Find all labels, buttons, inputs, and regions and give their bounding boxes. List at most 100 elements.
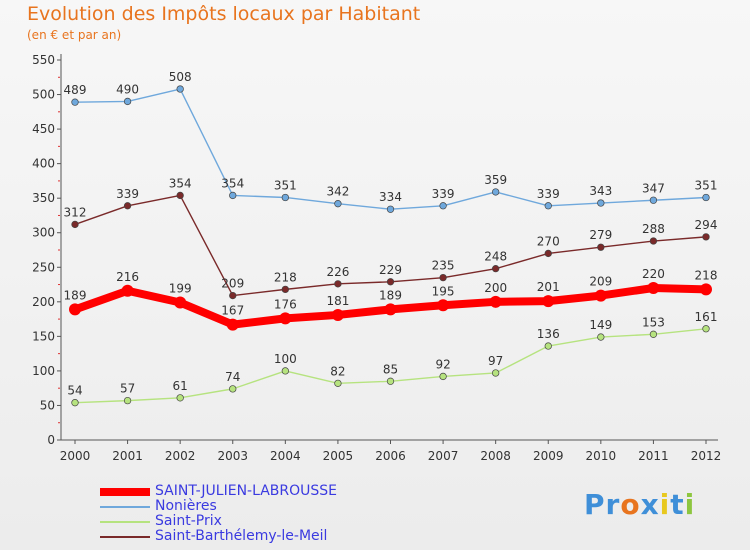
data-label: 235 xyxy=(432,259,455,273)
x-tick-label: 2010 xyxy=(586,449,617,463)
x-tick-label: 2003 xyxy=(217,449,248,463)
data-label: 270 xyxy=(537,234,560,248)
data-point xyxy=(331,308,344,321)
legend-swatch xyxy=(100,506,150,508)
legend-label: Saint-Barthélemy-le-Meil xyxy=(155,528,328,544)
y-tick-label: 150 xyxy=(32,329,55,343)
data-point xyxy=(594,289,607,302)
data-point xyxy=(123,396,132,405)
data-point xyxy=(174,296,187,309)
data-point xyxy=(439,202,447,210)
data-point xyxy=(702,325,710,333)
y-tick-label: 350 xyxy=(32,191,55,205)
logo-letter: x xyxy=(640,488,660,521)
data-label: 489 xyxy=(64,83,87,97)
data-label: 334 xyxy=(379,190,402,204)
data-label: 216 xyxy=(116,270,139,284)
data-point xyxy=(123,97,132,106)
data-point xyxy=(281,285,289,294)
data-point xyxy=(544,249,552,258)
y-tick-label: 500 xyxy=(32,88,55,102)
data-label: 189 xyxy=(379,288,402,302)
data-point xyxy=(281,193,289,202)
data-label: 176 xyxy=(274,297,297,311)
data-label: 82 xyxy=(330,364,345,378)
data-label: 339 xyxy=(116,187,139,201)
data-label: 339 xyxy=(537,187,560,201)
data-label: 218 xyxy=(695,268,718,282)
data-label: 508 xyxy=(169,70,192,84)
data-label: 200 xyxy=(484,281,507,295)
logo-letter: P xyxy=(584,488,606,521)
data-point xyxy=(702,233,710,241)
x-tick-label: 2011 xyxy=(638,449,669,463)
data-label: 279 xyxy=(589,228,612,242)
logo-letter: i xyxy=(684,488,696,521)
legend-label: SAINT-JULIEN-LABROUSSE xyxy=(155,483,338,499)
data-label: 226 xyxy=(326,265,349,279)
legend-label: Nonières xyxy=(155,498,217,514)
data-point xyxy=(229,191,237,200)
logo-letter: o xyxy=(620,488,641,521)
data-point xyxy=(386,278,395,286)
data-point xyxy=(702,193,710,202)
data-point xyxy=(71,220,79,229)
x-tick-label: 2012 xyxy=(691,449,722,463)
data-label: 312 xyxy=(64,205,87,219)
chart-title: Evolution des Impôts locaux par Habitant xyxy=(27,3,421,25)
data-label: 347 xyxy=(642,181,665,195)
data-label: 354 xyxy=(169,176,192,190)
data-label: 351 xyxy=(695,178,718,192)
data-point xyxy=(439,372,447,381)
data-point xyxy=(384,303,397,316)
data-label: 85 xyxy=(383,362,398,376)
data-label: 61 xyxy=(173,379,188,393)
data-point xyxy=(69,303,81,316)
data-point xyxy=(439,273,447,282)
data-label: 57 xyxy=(120,382,135,396)
data-label: 100 xyxy=(274,352,297,366)
data-label: 294 xyxy=(695,218,718,232)
data-point xyxy=(123,202,132,210)
data-label: 74 xyxy=(225,370,240,384)
data-label: 136 xyxy=(537,327,560,341)
data-point xyxy=(649,330,658,338)
legend-label: Saint-Prix xyxy=(155,513,222,529)
data-point xyxy=(544,202,552,210)
y-tick-label: 100 xyxy=(32,364,55,378)
y-tick-label: 450 xyxy=(32,122,55,136)
data-point xyxy=(597,243,605,251)
data-point xyxy=(489,295,502,308)
data-label: 199 xyxy=(169,282,192,296)
x-tick-label: 2007 xyxy=(428,449,459,463)
data-point xyxy=(647,282,660,294)
data-label: 351 xyxy=(274,178,297,192)
data-point xyxy=(544,342,552,350)
data-label: 195 xyxy=(432,284,455,298)
data-point xyxy=(334,200,342,208)
data-point xyxy=(649,196,658,204)
data-label: 161 xyxy=(695,310,718,324)
data-label: 201 xyxy=(537,280,560,294)
data-point xyxy=(71,399,79,407)
x-tick-label: 2002 xyxy=(165,449,196,463)
x-tick-label: 2000 xyxy=(60,449,91,463)
legend-swatch xyxy=(100,521,150,523)
data-label: 189 xyxy=(64,288,87,302)
data-point xyxy=(649,237,658,245)
y-tick-label: 250 xyxy=(32,260,55,274)
data-point xyxy=(281,367,289,375)
y-tick-label: 200 xyxy=(32,295,55,309)
data-label: 167 xyxy=(221,304,244,318)
y-tick-label: 300 xyxy=(32,226,55,240)
data-label: 181 xyxy=(326,294,349,308)
y-tick-label: 400 xyxy=(32,157,55,171)
x-tick-label: 2009 xyxy=(533,449,564,463)
data-point xyxy=(176,394,184,402)
data-point xyxy=(492,265,500,273)
data-point xyxy=(279,312,292,325)
data-label: 209 xyxy=(221,277,244,291)
data-label: 209 xyxy=(589,275,612,289)
